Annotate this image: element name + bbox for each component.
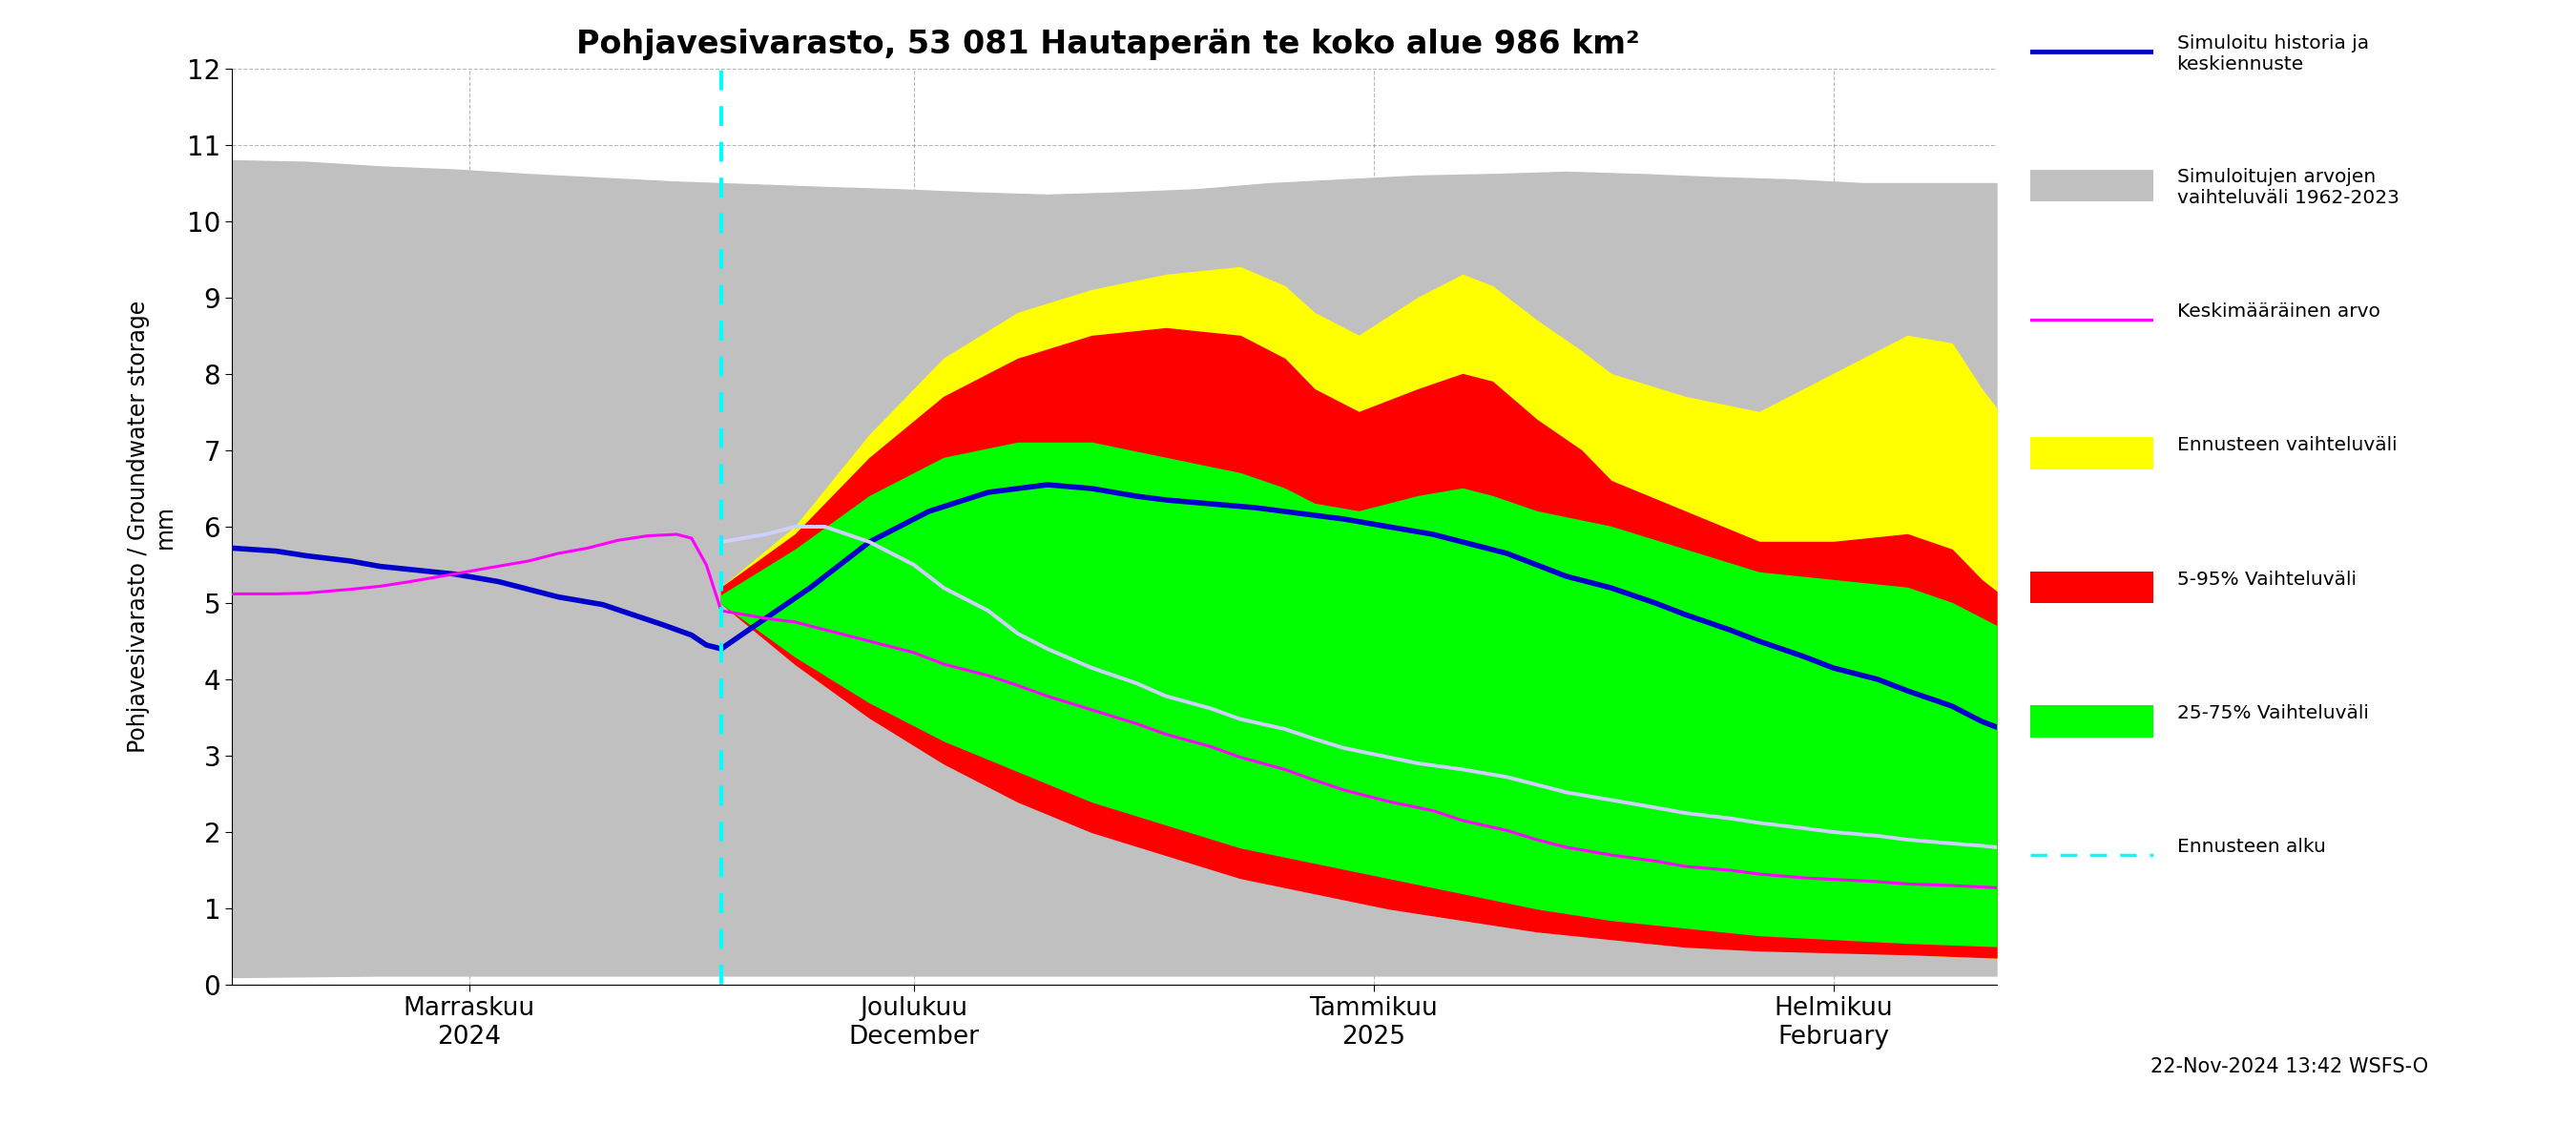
Text: Simuloitujen arvojen
vaihteluväli 1962-2023: Simuloitujen arvojen vaihteluväli 1962-2…: [2177, 168, 2398, 207]
Text: Pohjavesivarasto, 53 081 Hautaperän te koko alue 986 km²: Pohjavesivarasto, 53 081 Hautaperän te k…: [577, 29, 1638, 60]
Text: 5-95% Vaihteluväli: 5-95% Vaihteluväli: [2177, 570, 2357, 589]
Text: Ennusteen alku: Ennusteen alku: [2177, 838, 2326, 856]
Text: Ennusteen vaihteluväli: Ennusteen vaihteluväli: [2177, 436, 2396, 455]
Text: 25-75% Vaihteluväli: 25-75% Vaihteluväli: [2177, 704, 2367, 722]
Y-axis label: Pohjavesivarasto / Groundwater storage
mm: Pohjavesivarasto / Groundwater storage m…: [126, 300, 175, 753]
Text: 22-Nov-2024 13:42 WSFS-O: 22-Nov-2024 13:42 WSFS-O: [2151, 1057, 2429, 1076]
Text: Keskimääräinen arvo: Keskimääräinen arvo: [2177, 302, 2380, 321]
Text: Simuloitu historia ja
keskiennuste: Simuloitu historia ja keskiennuste: [2177, 34, 2367, 73]
